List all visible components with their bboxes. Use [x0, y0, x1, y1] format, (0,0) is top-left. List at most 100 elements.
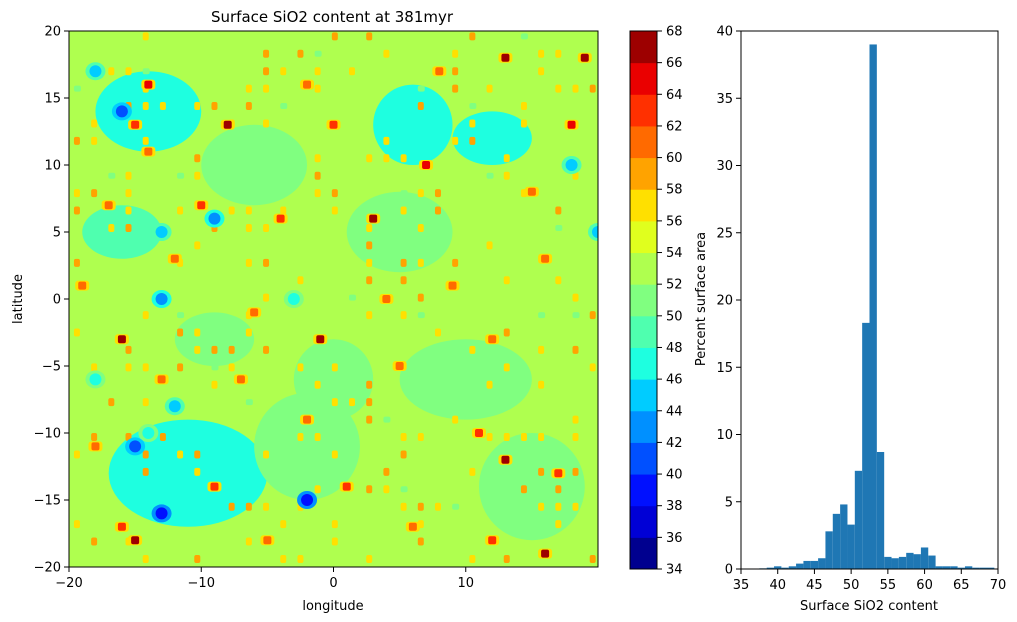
map-speck	[142, 554, 149, 563]
histogram-bar	[950, 566, 958, 569]
map-speck	[520, 33, 528, 40]
map-speck	[159, 433, 166, 442]
map-speck	[572, 502, 579, 511]
colorbar-tick-label: 48	[666, 341, 683, 356]
map-hot-patch-18	[564, 119, 579, 130]
map-speck	[469, 554, 476, 563]
map-y-tick-label: 20	[44, 25, 61, 40]
map-y-tick-label: 5	[53, 226, 61, 241]
map-speck	[555, 49, 562, 58]
map-hot-patch-24	[339, 481, 354, 492]
map-hot-patch-1	[128, 119, 143, 130]
map-speck	[469, 103, 477, 110]
map-speck	[108, 172, 116, 179]
histogram-bar	[964, 566, 973, 569]
histogram-bar	[825, 531, 833, 569]
histogram-y-tick-label: 5	[725, 495, 733, 510]
colorbar-tick-label: 64	[666, 88, 683, 103]
map-speck	[314, 189, 321, 198]
map-speck	[245, 102, 252, 111]
map-speck	[520, 102, 527, 111]
map-speck	[486, 241, 493, 250]
map-speck	[520, 485, 527, 494]
map-hot-patch-12	[419, 160, 434, 170]
map-speck	[177, 363, 184, 372]
colorbar-tick-label: 36	[666, 531, 683, 546]
map-speck	[263, 119, 270, 128]
map-speck	[555, 520, 562, 529]
histogram-bar	[832, 513, 841, 569]
map-speck	[434, 206, 441, 215]
map-hot-patch-29	[300, 79, 315, 90]
map-speck	[434, 502, 441, 511]
map-speck	[211, 380, 218, 389]
map-region-9	[201, 124, 308, 206]
histogram-x-tick-label: 70	[990, 578, 1007, 593]
map-speck	[194, 328, 201, 337]
map-speck	[142, 32, 149, 41]
map-speck	[383, 154, 390, 163]
map-speck	[228, 502, 235, 511]
map-title: Surface SiO2 content at 381myr	[211, 8, 454, 26]
map-speck	[194, 241, 201, 250]
map-speck	[331, 450, 338, 459]
map-region-6	[346, 191, 453, 273]
map-speck	[452, 258, 459, 267]
map-speck	[331, 520, 338, 529]
histogram-bar	[862, 322, 870, 569]
colorbar-tick-label: 58	[666, 183, 683, 198]
map-speck	[538, 433, 545, 442]
histogram-bar	[766, 567, 775, 569]
map-speck	[91, 433, 98, 442]
map-hot-patch-0	[101, 200, 116, 211]
map-speck	[297, 554, 304, 563]
histogram-y-tick-label: 35	[716, 92, 733, 107]
map-speck	[400, 258, 407, 267]
map-speck	[366, 554, 373, 563]
map-y-tick-label: −5	[42, 360, 61, 375]
map-speck	[91, 189, 98, 198]
map-hot-patch-27	[538, 548, 553, 559]
map-speck	[538, 380, 545, 389]
map-speck	[297, 276, 304, 285]
histogram-bar	[928, 555, 936, 569]
map-hot-patch-38	[498, 454, 513, 465]
histogram-bar	[884, 556, 892, 569]
map-speck	[555, 485, 562, 494]
histogram-y-tick-label: 15	[716, 361, 733, 376]
map-speck	[400, 486, 408, 493]
map-speck	[452, 136, 459, 145]
map-speck	[280, 67, 287, 76]
map-cold-patch-9	[164, 397, 185, 416]
map-region-8	[478, 433, 585, 541]
map-speck	[159, 102, 166, 111]
map-hot-patch-36	[114, 334, 129, 345]
map-speck	[314, 485, 321, 494]
map-speck	[280, 520, 287, 529]
map-speck	[108, 223, 115, 232]
map-speck	[91, 136, 98, 145]
colorbar-band	[630, 537, 657, 570]
colorbar-tick-label: 52	[666, 278, 683, 293]
map-region-1	[95, 71, 202, 152]
map-speck	[434, 189, 441, 198]
map-speck	[503, 276, 510, 285]
map-speck	[417, 85, 425, 92]
map-speck	[538, 49, 545, 58]
map-speck	[142, 311, 149, 320]
colorbar-tick-label: 60	[666, 151, 683, 166]
map-speck	[142, 363, 149, 372]
map-speck	[572, 433, 579, 442]
map-hot-patch-23	[260, 535, 275, 546]
map-speck	[331, 398, 338, 407]
map-speck	[263, 258, 270, 267]
map-speck	[91, 119, 98, 128]
map-region-10	[293, 339, 374, 420]
map-speck	[469, 32, 476, 41]
map-speck	[555, 84, 562, 93]
map-speck	[331, 363, 338, 372]
map-speck	[503, 328, 510, 337]
histogram-bar	[840, 504, 848, 569]
map-speck	[177, 172, 185, 179]
map-hot-patch-34	[485, 334, 500, 345]
